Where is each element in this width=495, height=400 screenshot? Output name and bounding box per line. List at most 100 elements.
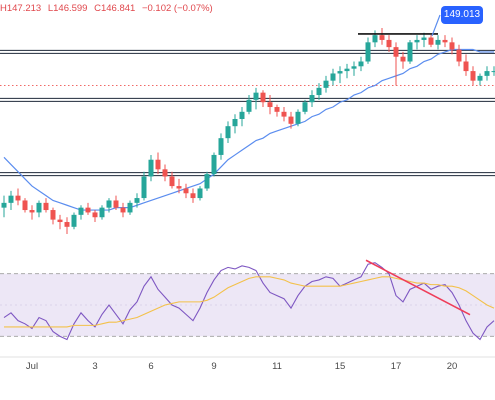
- candle-body-51: [358, 61, 364, 67]
- candle-43: [302, 99, 308, 115]
- candle-body-57: [400, 56, 406, 62]
- candle-body-37: [260, 92, 266, 103]
- candle-1: [8, 190, 14, 211]
- candle-body-6: [43, 202, 49, 211]
- candle-body-67: [470, 71, 476, 81]
- candle-body-10: [71, 214, 77, 227]
- candle-body-40: [281, 111, 287, 117]
- candle-25: [176, 178, 182, 194]
- candle-body-53: [372, 35, 378, 43]
- candle-10: [71, 212, 77, 230]
- candle-17: [120, 202, 126, 218]
- candle-body-56: [393, 47, 399, 57]
- candles: [1, 27, 495, 234]
- candle-body-61: [428, 37, 434, 45]
- candle-body-48: [337, 71, 343, 74]
- candle-body-13: [92, 212, 98, 218]
- candle-4: [29, 205, 35, 220]
- candle-body-12: [85, 207, 91, 213]
- x-tick-6: 17: [391, 361, 402, 372]
- candle-body-39: [274, 107, 280, 112]
- candle-body-47: [330, 73, 336, 81]
- candle-50: [351, 61, 357, 76]
- candle-52: [365, 37, 371, 64]
- candle-63: [442, 35, 448, 48]
- candle-62: [435, 35, 441, 50]
- candle-24: [169, 171, 175, 189]
- moving-average-path: [3, 48, 494, 211]
- candle-body-3: [22, 200, 28, 211]
- candle-14: [99, 205, 105, 220]
- candle-body-26: [183, 188, 189, 194]
- rsi-pane: [0, 259, 495, 341]
- x-tick-2: 6: [148, 361, 153, 372]
- candle-body-5: [36, 202, 42, 213]
- annotations: [358, 14, 441, 37]
- candle-23: [162, 164, 168, 182]
- candle-body-15: [106, 200, 112, 208]
- x-tick-5: 15: [335, 361, 346, 372]
- candle-body-20: [141, 176, 147, 199]
- candle-body-41: [288, 116, 294, 124]
- candle-19: [134, 193, 140, 208]
- candle-body-7: [50, 210, 56, 220]
- candle-body-45: [316, 87, 322, 96]
- candle-68: [477, 73, 483, 86]
- candle-body-11: [78, 207, 84, 215]
- x-tick-1: 3: [92, 361, 97, 372]
- candle-48: [337, 66, 343, 84]
- candle-31: [218, 133, 224, 160]
- rsi-ma-line: [4, 276, 495, 328]
- candle-body-33: [232, 119, 238, 127]
- ohlc-header: H147.213 L146.599 C146.841 −0.102 (−0.07…: [0, 3, 217, 14]
- candle-56: [393, 42, 399, 86]
- candle-0: [1, 195, 7, 218]
- candle-body-8: [57, 219, 63, 223]
- candle-body-42: [295, 111, 301, 124]
- x-tick-7: 20: [447, 361, 458, 372]
- candle-body-17: [120, 207, 126, 213]
- candle-65: [456, 44, 462, 67]
- candle-5: [36, 200, 42, 218]
- candle-32: [225, 121, 231, 143]
- candle-body-21: [148, 159, 154, 177]
- candle-38: [267, 95, 273, 115]
- candle-54: [379, 27, 385, 45]
- candle-28: [197, 186, 203, 201]
- price-badge[interactable]: 149.013: [441, 6, 483, 24]
- candle-57: [400, 51, 406, 69]
- arrow-to-price: [431, 14, 441, 37]
- candle-body-4: [29, 210, 35, 213]
- candle-12: [85, 202, 91, 215]
- candle-18: [127, 200, 133, 215]
- candle-body-18: [127, 202, 133, 213]
- candle-body-58: [407, 42, 413, 62]
- candle-42: [295, 109, 301, 127]
- close-value: C146.841: [94, 3, 136, 14]
- candle-30: [211, 152, 217, 177]
- candle-45: [316, 83, 322, 100]
- candle-35: [246, 95, 252, 115]
- candle-53: [372, 30, 378, 48]
- candle-body-25: [176, 186, 182, 189]
- candle-51: [358, 56, 364, 72]
- candle-29: [204, 171, 210, 191]
- candle-body-24: [169, 176, 175, 187]
- candle-body-68: [477, 75, 483, 81]
- candle-70: [491, 66, 495, 76]
- candle-37: [260, 90, 266, 108]
- candle-body-1: [8, 195, 14, 203]
- candle-47: [330, 68, 336, 86]
- candle-60: [421, 32, 427, 48]
- x-tick-3: 9: [211, 361, 216, 372]
- candle-61: [428, 35, 434, 48]
- candle-44: [309, 90, 315, 108]
- horizontal-levels: [0, 49, 495, 177]
- candle-body-31: [218, 138, 224, 155]
- candle-body-9: [64, 222, 70, 227]
- candle-67: [470, 66, 476, 86]
- candle-55: [386, 35, 392, 52]
- candle-body-27: [190, 193, 196, 199]
- candle-20: [141, 171, 147, 201]
- candle-body-28: [197, 188, 203, 199]
